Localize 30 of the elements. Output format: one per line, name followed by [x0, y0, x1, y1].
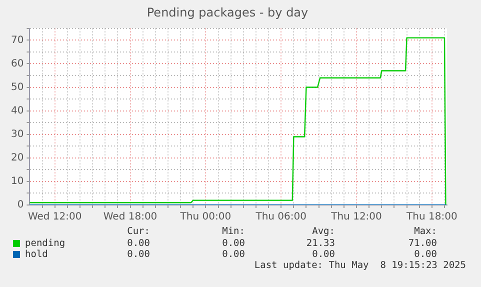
x-tick-label: Thu 18:00: [406, 212, 458, 223]
x-tick-label: Thu 12:00: [330, 212, 382, 223]
x-tick-label: Wed 12:00: [28, 212, 82, 223]
y-tick-label: 20: [10, 152, 24, 164]
text: 0.00: [222, 249, 245, 260]
y-tick-label: 70: [10, 34, 24, 46]
y-tick-label: 10: [10, 176, 24, 188]
legend-label: pending: [24, 238, 66, 249]
text: Last update: Thu May 8 19:15:23 2025: [254, 260, 466, 271]
legend-label: hold: [24, 249, 48, 260]
text: 0.00: [222, 238, 245, 249]
text: 71.00: [408, 238, 437, 249]
y-tick-label: 60: [10, 58, 24, 70]
y-tick-label: 50: [10, 82, 24, 93]
text: 0.00: [312, 249, 335, 260]
text: Avg:: [312, 226, 335, 237]
x-tick-label: Thu 06:00: [254, 212, 306, 223]
text: 0.00: [414, 249, 437, 260]
y-tick-label: 0: [17, 200, 24, 211]
text: 0.00: [127, 249, 150, 260]
x-tick-label: Wed 18:00: [103, 212, 158, 223]
y-tick-label: 40: [10, 105, 24, 116]
y-tick-label: 30: [10, 128, 24, 140]
x-tick-label: Thu 00:00: [179, 212, 232, 223]
text: 0.00: [127, 238, 150, 249]
chart-title: Pending packages - by day: [146, 5, 308, 20]
text: 21.33: [306, 238, 335, 249]
text: Cur:: [127, 226, 150, 237]
text: Max:: [414, 226, 437, 237]
text: Min:: [222, 226, 245, 237]
